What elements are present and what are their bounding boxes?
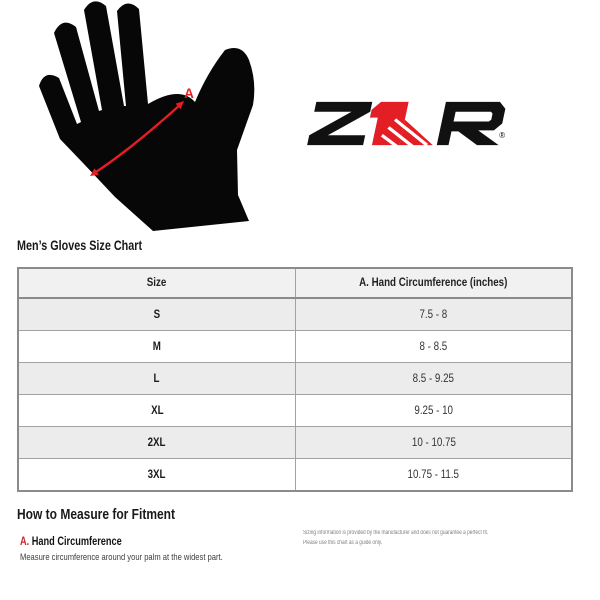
measurement-a-name: Hand Circumference bbox=[31, 536, 122, 548]
size-cell: M bbox=[17, 330, 296, 363]
table-row: XL 9.25 - 10 bbox=[17, 394, 573, 427]
hand-silhouette bbox=[39, 1, 255, 231]
column-header-circumference: A. Hand Circumference (inches) bbox=[295, 267, 573, 299]
logo-speed-wedge bbox=[399, 119, 433, 146]
header-row: Size A. Hand Circumference (inches) bbox=[17, 267, 573, 299]
size-cell: S bbox=[17, 297, 296, 331]
logo-letter-r bbox=[436, 101, 506, 146]
circumference-cell: 8 - 8.5 bbox=[295, 330, 573, 363]
size-chart-title: Men’s Gloves Size Chart bbox=[17, 238, 143, 253]
size-cell: 3XL bbox=[17, 458, 296, 492]
table-row: L 8.5 - 9.25 bbox=[17, 362, 573, 395]
fitment-title: How to Measure for Fitment bbox=[17, 506, 176, 523]
logo-speed-stripes bbox=[380, 118, 429, 151]
logo-letter-z bbox=[307, 101, 373, 146]
registered-mark-icon: ® bbox=[499, 131, 505, 140]
measurement-point-label: A bbox=[184, 86, 194, 101]
brand-logo: ® bbox=[307, 101, 506, 151]
measurement-a-title: A. Hand Circumference bbox=[20, 536, 147, 548]
disclaimer-line-1: Sizing information is provided by the ma… bbox=[303, 530, 489, 536]
column-header-size: Size bbox=[17, 267, 296, 299]
size-cell: XL bbox=[17, 394, 296, 427]
measurement-arrowhead-end bbox=[175, 101, 184, 110]
table-row: M 8 - 8.5 bbox=[17, 330, 573, 363]
circumference-cell: 7.5 - 8 bbox=[295, 297, 573, 331]
table-row: 3XL 10.75 - 11.5 bbox=[17, 458, 573, 492]
size-cell: 2XL bbox=[17, 426, 296, 459]
size-chart-table: Size A. Hand Circumference (inches) S 7.… bbox=[17, 267, 573, 492]
measurement-a-description: Measure circumference around your palm a… bbox=[20, 552, 223, 563]
table-row: 2XL 10 - 10.75 bbox=[17, 426, 573, 459]
circumference-cell: 10.75 - 11.5 bbox=[295, 458, 573, 492]
table-row: S 7.5 - 8 bbox=[17, 297, 573, 331]
disclaimer: Sizing information is provided by the ma… bbox=[303, 529, 534, 548]
circumference-cell: 9.25 - 10 bbox=[295, 394, 573, 427]
circumference-cell: 8.5 - 9.25 bbox=[295, 362, 573, 395]
size-cell: L bbox=[17, 362, 296, 395]
measurement-a-label: A. bbox=[20, 536, 30, 548]
circumference-cell: 10 - 10.75 bbox=[295, 426, 573, 459]
disclaimer-line-2: Please use this chart as a guide only. bbox=[303, 539, 383, 546]
measurement-arc bbox=[92, 103, 182, 176]
measurement-arrowhead-start bbox=[90, 168, 99, 176]
glove-illustration: A bbox=[39, 1, 255, 231]
